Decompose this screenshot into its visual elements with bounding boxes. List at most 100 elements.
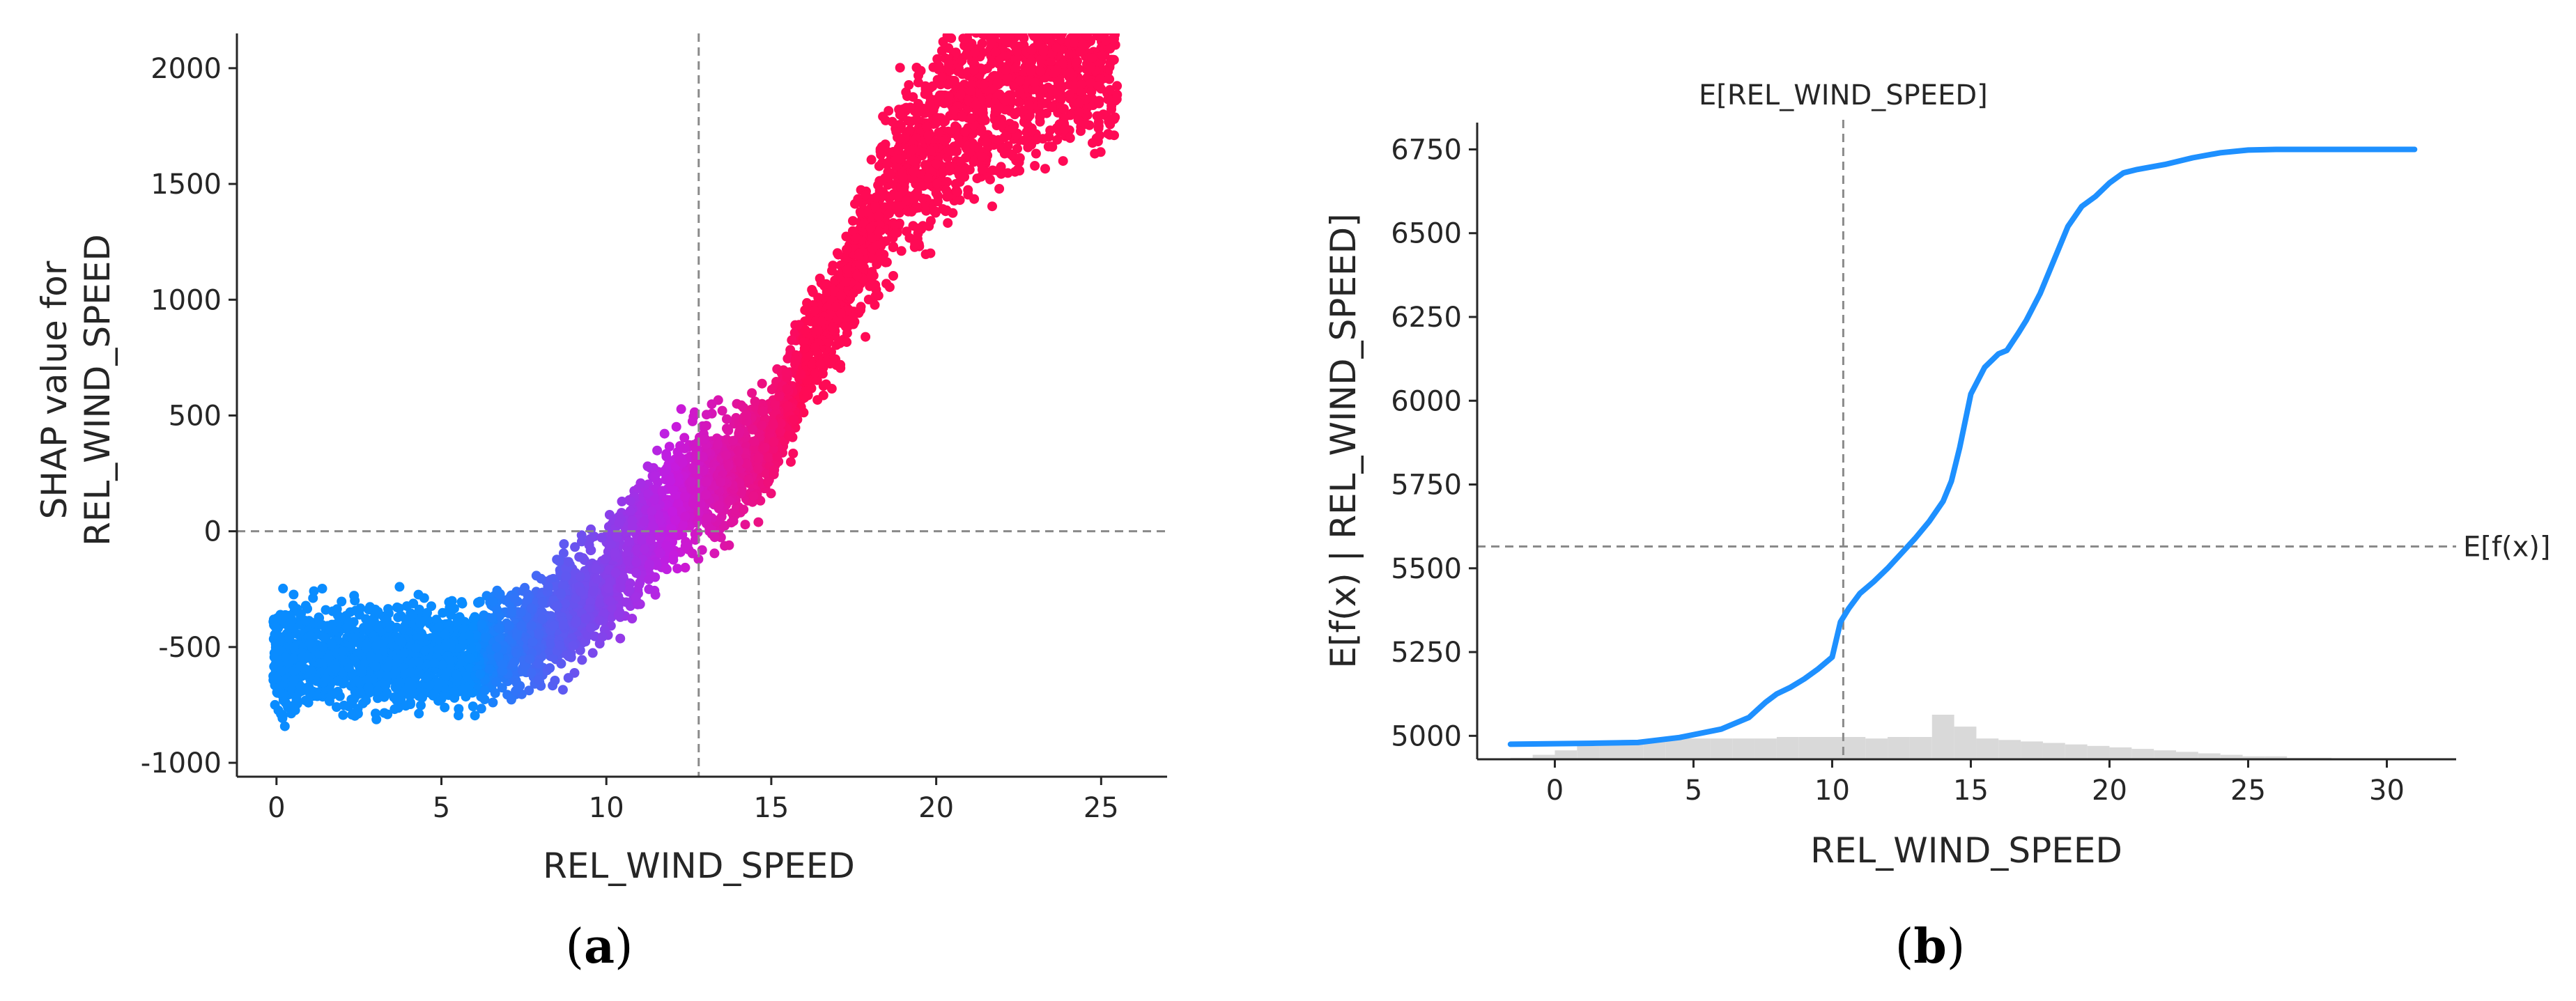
scatter-point — [1095, 147, 1106, 157]
scatter-point — [504, 621, 514, 631]
scatter-point — [1112, 3, 1122, 13]
scatter-point — [1093, 111, 1104, 121]
scatter-point — [987, 37, 997, 47]
scatter-point — [1024, 0, 1034, 7]
scatter-point — [888, 271, 898, 281]
scatter-point — [896, 246, 907, 256]
scatter-point — [728, 435, 738, 446]
scatter-point — [873, 226, 884, 236]
scatter-point — [394, 582, 405, 592]
scatter-point — [1074, 13, 1083, 22]
scatter-point — [994, 0, 1004, 5]
scatter-point — [1106, 10, 1116, 20]
scatter-point — [1045, 6, 1055, 15]
scatter-point — [1015, 153, 1025, 163]
scatter-point — [272, 613, 282, 623]
scatter-point — [1090, 15, 1100, 25]
scatter-point — [776, 427, 786, 437]
scatter-point — [910, 115, 920, 125]
scatter-point — [910, 238, 920, 249]
scatter-point — [812, 326, 823, 336]
scatter-point — [1068, 8, 1078, 17]
scatter-point — [1097, 17, 1107, 26]
scatter-point — [1004, 15, 1014, 24]
scatter-point — [665, 476, 676, 486]
scatter-point — [763, 452, 773, 463]
scatter-point — [812, 375, 822, 385]
scatter-point — [921, 205, 932, 216]
scatter-point — [288, 589, 299, 600]
scatter-point — [969, 65, 979, 75]
scatter-point — [627, 614, 638, 623]
scatter-point — [1029, 33, 1040, 41]
scatter-point — [980, 9, 989, 19]
scatter-point — [801, 386, 811, 396]
scatter-point — [1104, 11, 1113, 21]
scatter-point — [784, 430, 794, 441]
scatter-point — [1061, 14, 1071, 24]
scatter-point — [1097, 50, 1107, 61]
scatter-point — [1060, 124, 1070, 134]
scatter-point — [288, 600, 298, 611]
scatter-point — [364, 683, 373, 693]
scatter-point — [842, 245, 851, 255]
scatter-point — [696, 499, 706, 510]
scatter-point — [1067, 8, 1077, 18]
scatter-point — [401, 701, 411, 711]
scatter-point — [1044, 13, 1054, 23]
scatter-point — [1096, 3, 1106, 13]
scatter-point — [753, 453, 763, 463]
scatter-point — [491, 604, 502, 614]
scatter-point — [1008, 123, 1018, 134]
scatter-point — [1040, 164, 1050, 174]
scatter-point — [1012, 143, 1022, 154]
scatter-point — [1026, 45, 1037, 56]
scatter-point — [422, 607, 432, 618]
scatter-point — [1071, 58, 1081, 68]
scatter-point — [371, 714, 382, 724]
scatter-point — [631, 557, 642, 568]
scatter-point — [1060, 7, 1070, 17]
scatter-point — [449, 686, 460, 697]
scatter-point — [672, 564, 683, 574]
scatter-point — [679, 443, 690, 453]
scatter-point — [1035, 3, 1044, 13]
scatter-point — [800, 325, 810, 335]
scatter-point — [992, 166, 1003, 176]
scatter-point — [584, 540, 594, 550]
scatter-point — [992, 90, 1003, 100]
scatter-point — [1113, 0, 1123, 6]
scatter-point — [546, 639, 556, 649]
scatter-point — [1112, 9, 1122, 19]
scatter-point — [1051, 18, 1061, 28]
scatter-point — [994, 0, 1004, 2]
scatter-point — [1010, 63, 1021, 73]
scatter-point — [664, 442, 674, 452]
scatter-point — [368, 605, 378, 616]
scatter-point — [559, 539, 569, 549]
scatter-point — [624, 536, 634, 547]
scatter-point — [652, 445, 663, 456]
scatter-point — [810, 341, 820, 352]
scatter-point — [1021, 24, 1031, 33]
scatter-point — [1023, 142, 1033, 153]
scatter-point — [367, 616, 377, 626]
scatter-point — [1014, 97, 1024, 107]
scatter-point — [1051, 33, 1060, 36]
scatter-point — [881, 115, 890, 125]
scatter-point — [1015, 86, 1025, 97]
scatter-point — [749, 436, 759, 447]
scatter-point — [899, 185, 909, 196]
scatter-point — [943, 59, 954, 69]
scatter-point — [852, 270, 863, 281]
scatter-point — [280, 652, 291, 662]
scatter-point — [1028, 22, 1038, 31]
scatter-point — [989, 3, 998, 13]
scatter-point — [1058, 156, 1068, 166]
scatter-point — [723, 425, 733, 435]
scatter-point — [740, 520, 750, 530]
scatter-point — [786, 457, 796, 467]
scatter-point — [1076, 126, 1086, 137]
scatter-point — [1106, 33, 1109, 34]
scatter-point — [1086, 78, 1096, 88]
